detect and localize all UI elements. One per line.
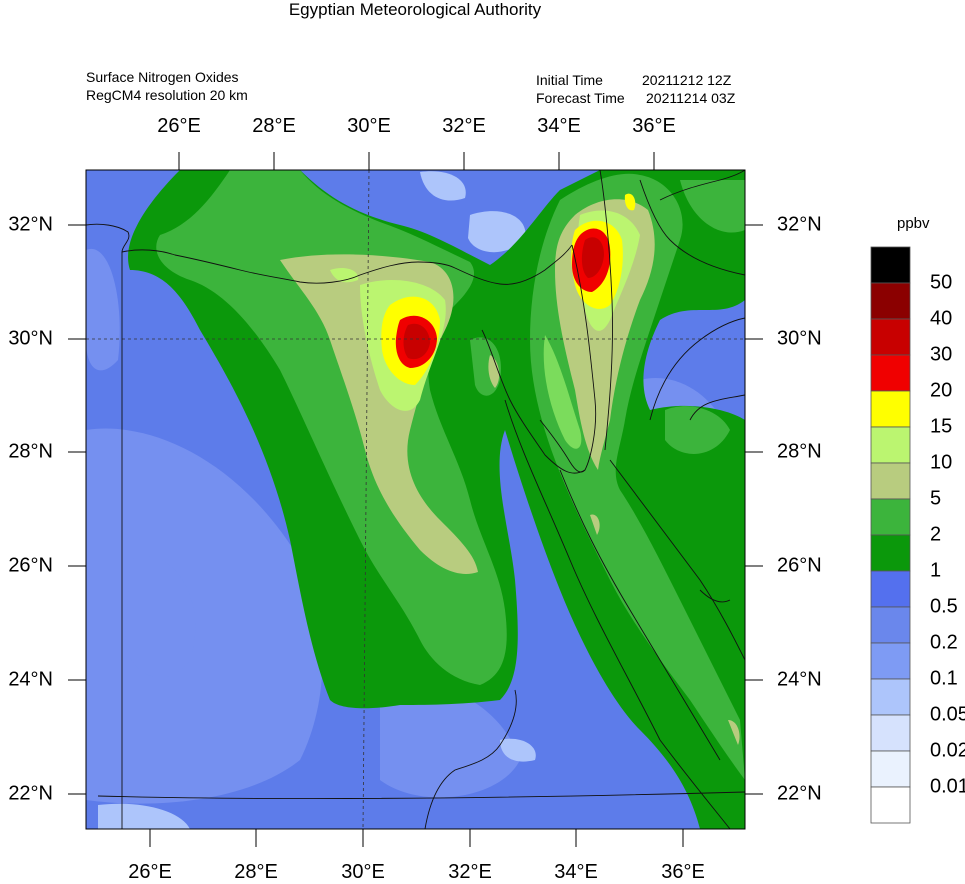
colorbar-swatch xyxy=(870,390,911,428)
right-lat-label: 24°N xyxy=(777,668,822,691)
borders xyxy=(86,170,745,829)
forecast-time-value: 20211214 03Z xyxy=(646,90,736,106)
left-lat-label: 30°N xyxy=(8,327,53,350)
variable-label: Surface Nitrogen Oxides xyxy=(86,69,239,85)
right-lat-label: 30°N xyxy=(777,327,822,350)
colorbar-label: 0.1 xyxy=(930,667,958,690)
colorbar-swatch xyxy=(870,498,911,536)
map-title: Egyptian Meteorological Authority xyxy=(288,0,542,19)
colorbar-label: 2 xyxy=(930,523,942,546)
right-lat-label: 22°N xyxy=(777,782,822,805)
plot-frame xyxy=(85,169,746,830)
colorbar-swatch xyxy=(870,354,911,392)
colorbar-swatch xyxy=(870,246,911,284)
left-lat-label: 24°N xyxy=(8,668,53,691)
colorbar-label: 0.5 xyxy=(930,595,958,618)
left-ticks xyxy=(68,224,86,795)
left-lat-label: 32°N xyxy=(8,213,53,236)
colorbar-swatch xyxy=(870,282,911,320)
colorbar-swatch xyxy=(870,534,911,572)
bottom-lon-label: 26°E xyxy=(128,861,172,883)
colorbar-label: 15 xyxy=(930,415,953,438)
initial-time-label: Initial Time xyxy=(536,72,603,88)
bottom-lon-label: 36°E xyxy=(661,861,705,883)
concentration-field xyxy=(86,170,745,829)
colorbar-label: 50 xyxy=(930,271,953,294)
colorbar-swatch xyxy=(870,714,911,752)
colorbar-label: 20 xyxy=(930,379,953,402)
colorbar-swatch xyxy=(870,786,911,824)
bottom-lon-label: 28°E xyxy=(234,861,278,883)
colorbar-swatch xyxy=(870,318,911,356)
bottom-ticks xyxy=(149,829,684,847)
top-lon-label: 36°E xyxy=(632,115,676,137)
right-lat-label: 26°N xyxy=(777,554,822,577)
right-ticks xyxy=(745,224,763,795)
colorbar-swatch xyxy=(870,606,911,644)
bottom-lon-label: 30°E xyxy=(341,861,385,883)
left-lat-label: 28°N xyxy=(8,440,53,463)
top-lon-label: 26°E xyxy=(157,115,201,137)
colorbar-swatch xyxy=(870,462,911,500)
colorbar-label: 0.2 xyxy=(930,631,958,654)
colorbar-swatch xyxy=(870,678,911,716)
top-lon-label: 32°E xyxy=(442,115,486,137)
colorbar-label: 0.01 xyxy=(930,775,965,798)
forecast-time-label: Forecast Time xyxy=(536,90,625,106)
colorbar-swatch xyxy=(870,426,911,464)
colorbar xyxy=(870,246,911,824)
graticule xyxy=(86,170,745,829)
top-lon-label: 34°E xyxy=(537,115,581,137)
bottom-lon-label: 32°E xyxy=(448,861,492,883)
model-label: RegCM4 resolution 20 km xyxy=(86,87,248,103)
colorbar-label: 0.05 xyxy=(930,703,965,726)
top-ticks xyxy=(178,152,655,170)
colorbar-swatch xyxy=(870,750,911,788)
colorbar-label: 10 xyxy=(930,451,953,474)
colorbar-swatch xyxy=(870,642,911,680)
colorbar-label: 30 xyxy=(930,343,953,366)
left-lat-label: 22°N xyxy=(8,782,53,805)
right-lat-label: 28°N xyxy=(777,440,822,463)
left-lat-label: 26°N xyxy=(8,554,53,577)
colorbar-label: 40 xyxy=(930,307,953,330)
right-lat-label: 32°N xyxy=(777,213,822,236)
bottom-lon-label: 34°E xyxy=(554,861,598,883)
top-lon-label: 28°E xyxy=(252,115,296,137)
colorbar-label: 5 xyxy=(930,487,942,510)
initial-time-value: 20211212 12Z xyxy=(642,72,732,88)
colorbar-swatch xyxy=(870,570,911,608)
colorbar-label: 1 xyxy=(930,559,942,582)
top-lon-label: 30°E xyxy=(347,115,391,137)
colorbar-unit: ppbv xyxy=(897,215,930,232)
colorbar-label: 0.02 xyxy=(930,739,965,762)
